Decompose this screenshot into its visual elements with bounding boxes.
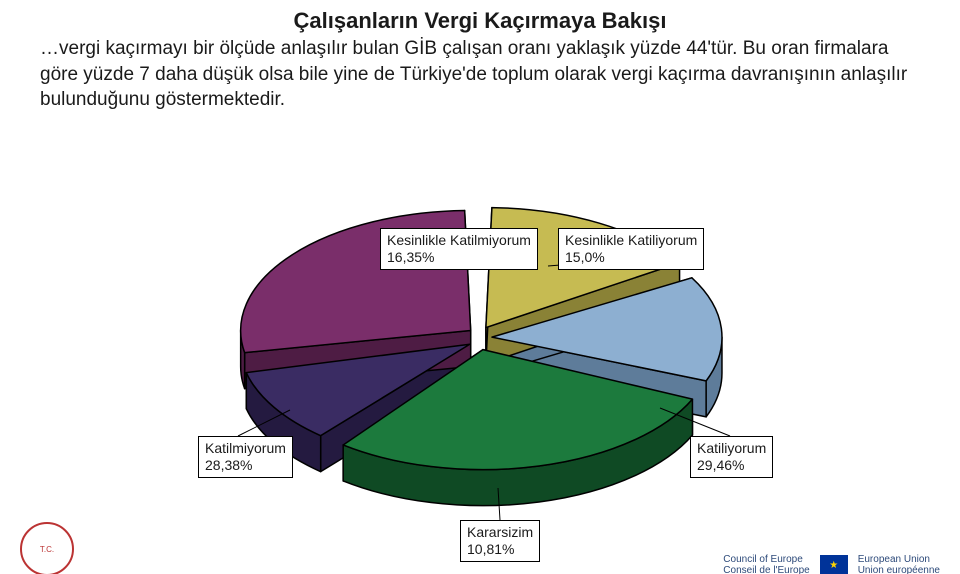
page-root: Çalışanların Vergi Kaçırmaya Bakışı …ver… xyxy=(0,8,960,574)
slice-label-text: Kesinlikle Katilmiyorum xyxy=(387,232,531,249)
slice-label-text: Kesinlikle Katiliyorum xyxy=(565,232,697,249)
slice-label-value: 28,38% xyxy=(205,457,286,474)
tc-badge: T.C. xyxy=(20,522,74,574)
eu-en: European Union xyxy=(858,554,940,565)
slice-label-text: Katiliyorum xyxy=(697,440,766,457)
eu-flag-icon: ★ xyxy=(820,555,848,574)
slice-label: Kararsizim10,81% xyxy=(460,520,540,562)
coe-text: Council of Europe Conseil de l'Europe xyxy=(723,554,809,574)
slice-label: Katiliyorum29,46% xyxy=(690,436,773,478)
slice-label: Kesinlikle Katiliyorum15,0% xyxy=(558,228,704,270)
intro-paragraph: …vergi kaçırmayı bir ölçüde anlaşılır bu… xyxy=(40,36,920,113)
slice-label-value: 15,0% xyxy=(565,249,697,266)
slice-label: Kesinlikle Katilmiyorum16,35% xyxy=(380,228,538,270)
page-title: Çalışanların Vergi Kaçırmaya Bakışı xyxy=(40,8,920,34)
coe-en: Council of Europe xyxy=(723,554,809,565)
eu-fr: Union européenne xyxy=(858,565,940,574)
slice-label-value: 10,81% xyxy=(467,541,533,558)
slice-label-value: 16,35% xyxy=(387,249,531,266)
slice-label-text: Katilmiyorum xyxy=(205,440,286,457)
slice-label-value: 29,46% xyxy=(697,457,766,474)
eu-text: European Union Union européenne xyxy=(858,554,940,574)
slice-label-text: Kararsizim xyxy=(467,524,533,541)
slice-label: Katilmiyorum28,38% xyxy=(198,436,293,478)
pie-chart: Kesinlikle Katilmiyorum16,35%Kesinlikle … xyxy=(160,158,800,528)
coe-fr: Conseil de l'Europe xyxy=(723,565,809,574)
footer-logos: Council of Europe Conseil de l'Europe ★ … xyxy=(723,554,940,574)
